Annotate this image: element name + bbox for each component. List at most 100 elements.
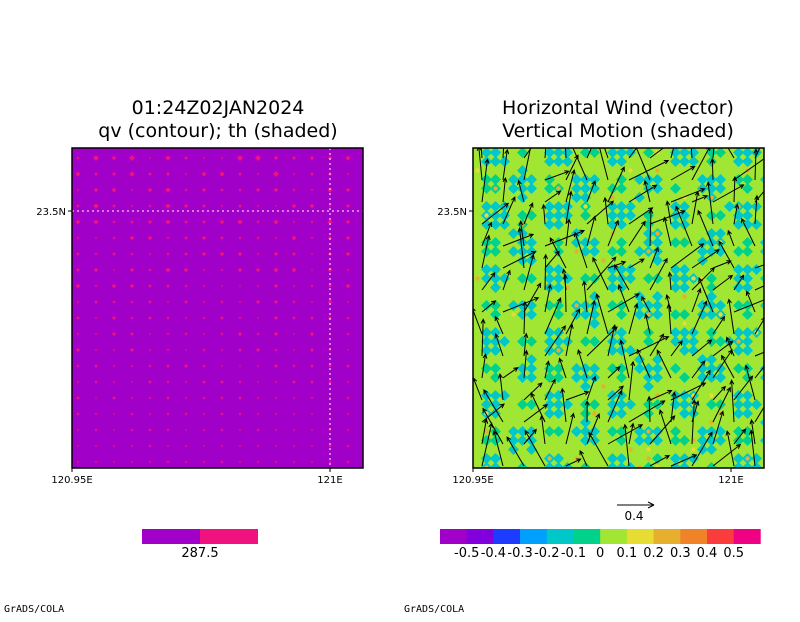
vertical-motion-cell: [733, 174, 744, 185]
left-contour-feature: [292, 252, 296, 256]
wind-vector: [727, 298, 735, 335]
wind-vector: [565, 390, 590, 401]
left-contour-feature: [76, 364, 80, 368]
wind-vector: [607, 260, 627, 269]
wind-vector: [727, 229, 735, 247]
vertical-motion-cell: [589, 363, 600, 374]
left-contour-feature: [220, 412, 224, 416]
vertical-motion-cell: [601, 384, 606, 389]
left-contour-feature: [112, 172, 116, 176]
wind-vector: [607, 389, 623, 423]
left-contour-feature: [328, 460, 332, 464]
left-contour-feature: [148, 364, 152, 368]
vertical-motion-cell: [574, 249, 579, 254]
left-title-time: 01:24Z02JAN2024: [132, 97, 305, 119]
vertical-motion-cell: [769, 273, 780, 284]
vertical-motion-cell: [571, 372, 582, 383]
left-contour-feature: [345, 155, 351, 161]
right-title-line2: Vertical Motion (shaded): [502, 120, 734, 142]
left-contour-feature: [273, 219, 279, 225]
vertical-motion-cell: [709, 393, 714, 398]
wind-vector: [675, 205, 693, 247]
vertical-motion-cell: [553, 156, 564, 167]
left-contour-feature: [112, 348, 116, 352]
left-contour-feature: [184, 460, 188, 464]
wind-vector: [595, 293, 609, 335]
left-contour-feature: [345, 235, 351, 241]
left-contour-feature: [291, 203, 297, 209]
vertical-motion-cell: [544, 372, 555, 383]
vertical-motion-cell: [490, 327, 501, 338]
vertical-motion-cell: [490, 201, 501, 212]
vertical-motion-cell: [580, 381, 591, 392]
vertical-motion-cell: [769, 174, 780, 185]
vertical-motion-cell: [652, 237, 663, 248]
vertical-motion-cell: [643, 273, 654, 284]
right-colorbar-swatch: [573, 529, 601, 544]
right-colorbar-swatch: [680, 529, 708, 544]
wind-vector: [523, 428, 537, 445]
right-colorbar-label: 0.5: [723, 546, 744, 561]
wind-vector: [712, 148, 715, 159]
wind-vector: [544, 283, 552, 313]
vertical-motion-cell: [679, 309, 690, 320]
vertical-motion-cell: [733, 156, 744, 167]
wind-vector: [577, 349, 588, 379]
left-contour-feature: [147, 219, 153, 225]
vertical-motion-cell: [490, 435, 501, 446]
wind-vector: [549, 237, 567, 269]
wind-vector: [586, 180, 596, 203]
vertical-motion-cell: [526, 354, 537, 365]
wind-vector: [481, 234, 491, 269]
vertical-motion-cell: [490, 210, 501, 221]
left-contour-feature: [310, 268, 314, 272]
left-contour-feature: [166, 332, 170, 336]
vertical-motion-cell: [778, 363, 789, 374]
wind-vector: [754, 190, 764, 203]
right-colorbar: -0.5 -0.4 -0.3 -0.2 -0.1 0 0.1 0.2 0.3 0.4 0.5: [440, 529, 761, 561]
vertical-motion-cell: [652, 291, 663, 302]
left-contour-feature: [272, 170, 280, 178]
vertical-motion-cell: [589, 273, 600, 284]
left-contour-feature: [220, 428, 224, 432]
wind-vector: [502, 269, 511, 291]
vertical-motion-cell: [706, 309, 717, 320]
vertical-motion-cell: [688, 336, 699, 347]
vertical-motion-cell: [670, 309, 681, 320]
left-contour-feature: [148, 204, 152, 208]
left-contour-feature: [129, 347, 135, 353]
wind-vector: [667, 271, 673, 291]
left-contour-feature: [184, 284, 188, 288]
vertical-motion-cell: [490, 408, 501, 419]
vertical-motion-cell: [643, 363, 654, 374]
vertical-motion-cell: [736, 339, 741, 344]
vertical-motion-cell: [643, 327, 654, 338]
left-contour-feature: [238, 316, 242, 320]
vertical-motion-cell: [517, 480, 528, 491]
left-contour-feature: [166, 396, 170, 400]
left-contour-feature: [111, 187, 117, 193]
wind-vector: [607, 293, 640, 313]
vertical-motion-cell: [508, 300, 519, 311]
left-contour-feature: [148, 348, 152, 352]
vertical-motion-cell: [544, 336, 555, 347]
left-contour-feature: [238, 172, 242, 176]
wind-vector: [636, 348, 651, 379]
left-contour-feature: [129, 267, 135, 273]
vertical-motion-cell: [553, 282, 564, 293]
right-xtick-label-120.95E: 120.95E: [452, 475, 493, 486]
vertical-motion-cell: [769, 318, 780, 329]
vertical-motion-cell: [553, 309, 564, 320]
left-contour-feature: [166, 236, 170, 240]
vertical-motion-cell: [526, 363, 537, 374]
vertical-motion-cell: [670, 435, 681, 446]
vertical-motion-cell: [742, 327, 753, 338]
vertical-motion-cell: [601, 258, 606, 263]
left-contour-feature: [274, 204, 278, 208]
vertical-motion-cell: [670, 237, 681, 248]
left-contour-feature: [219, 251, 225, 257]
left-contour-feature: [219, 219, 225, 225]
vertical-motion-cell: [742, 264, 753, 275]
vertical-motion-cell: [490, 363, 501, 374]
right-colorbar-label: 0: [596, 546, 604, 561]
